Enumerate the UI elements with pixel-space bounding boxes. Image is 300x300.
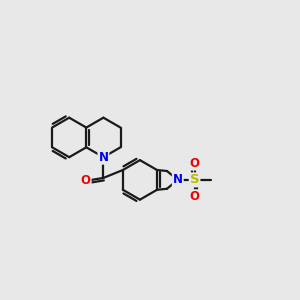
Text: S: S: [190, 173, 200, 186]
Text: O: O: [190, 157, 200, 169]
Text: O: O: [190, 190, 200, 203]
Text: N: N: [98, 151, 108, 164]
Text: O: O: [81, 174, 91, 188]
Text: N: N: [173, 173, 183, 186]
